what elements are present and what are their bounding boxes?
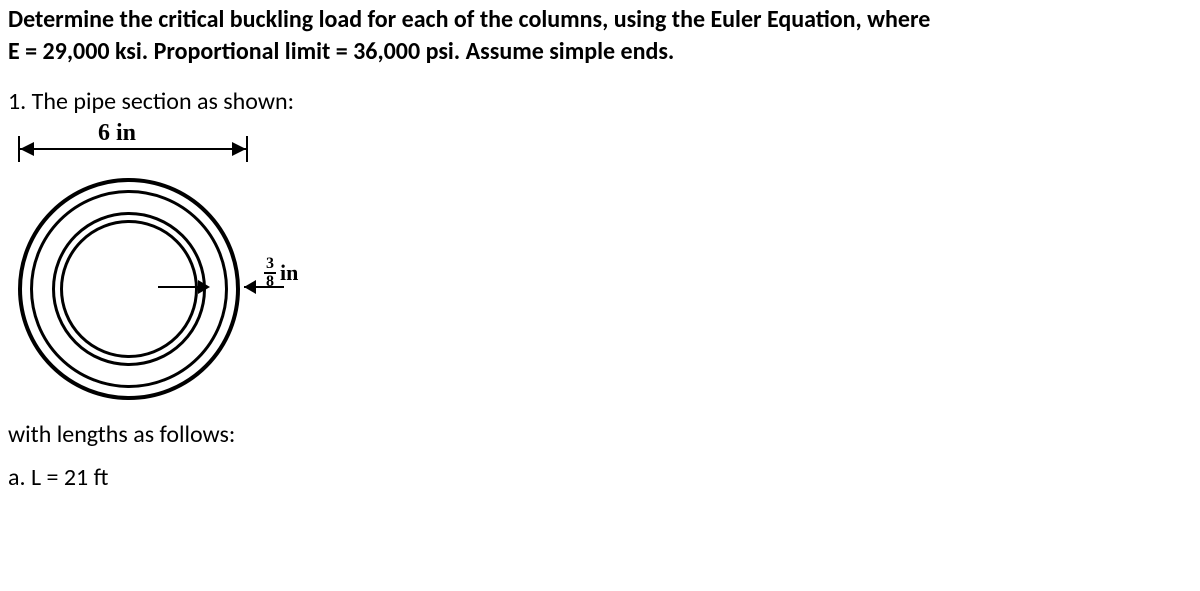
dim-tick-right: [246, 136, 248, 162]
pipe-figure: 3 8 in: [18, 178, 1192, 408]
outer-diameter-dimension: 6 in: [18, 130, 1192, 170]
follow-text: with lengths as follows:: [8, 420, 1192, 449]
prompt-line-1: Determine the critical buckling load for…: [8, 4, 1192, 36]
option-a: a. L = 21 ft: [8, 463, 1192, 492]
thickness-denominator: 8: [264, 274, 276, 290]
pipe-inner-rim-2: [60, 220, 198, 358]
thickness-arrow-outer-head-icon: [244, 280, 256, 294]
arrow-head-right-icon: [232, 142, 246, 156]
thickness-fraction: 3 8: [264, 256, 276, 290]
thickness-label: 3 8 in: [264, 256, 298, 290]
outer-diameter-label: 6 in: [98, 120, 136, 147]
thickness-numerator: 3: [264, 256, 276, 274]
prompt-line-2: E = 29,000 ksi. Proportional limit = 36,…: [8, 36, 1192, 68]
question-text: The pipe section as shown:: [32, 87, 294, 116]
question-line: 1. The pipe section as shown:: [8, 87, 1192, 116]
problem-page: Determine the critical buckling load for…: [0, 0, 1200, 492]
dim-arrow-line: [18, 148, 248, 150]
thickness-arrow-inner-head-icon: [198, 280, 210, 294]
thickness-unit: in: [280, 260, 298, 286]
question-number: 1.: [8, 87, 26, 116]
